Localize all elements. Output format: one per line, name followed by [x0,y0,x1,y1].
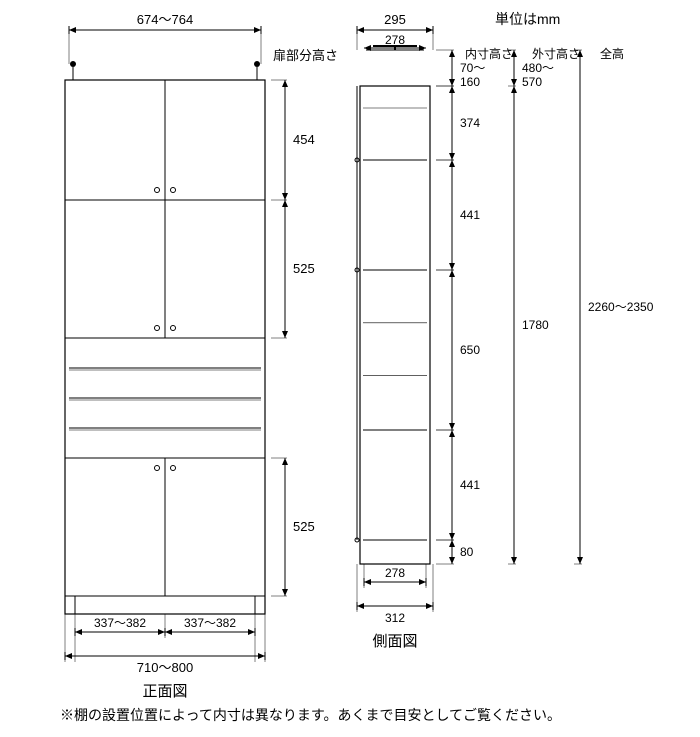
col-inner: 内寸高さ [465,46,513,61]
front-top-width: 674〜764 [137,12,193,27]
front-h2: 525 [293,261,315,276]
front-bottom-width: 710〜800 [137,660,193,675]
front-title: 正面図 [142,683,187,700]
inner-dim: 441 [460,478,480,492]
side-bottom-inner: 278 [385,566,405,580]
inner-dim: 441 [460,208,480,222]
side-title: 側面図 [372,633,417,650]
dimension-diagram: 674〜764 扉部分高さ 454 525 525 337〜382 337〜382 710〜8… [0,0,700,737]
side-bottom-outer: 312 [385,611,405,625]
inner-dim: 80 [460,545,474,559]
front-half-w-left: 337〜382 [94,616,146,630]
inner-dim: 374 [460,116,480,130]
outer-body: 1780 [522,318,549,332]
front-h1: 454 [293,132,315,147]
footnote: ※棚の設置位置によって内寸は異なります。あくまで目安としてご覧ください。 [60,707,561,723]
col-outer: 外寸高さ [532,46,580,61]
front-door-heights-label: 扉部分高さ [273,48,338,63]
side-top-width: 295 [384,12,406,27]
inner-dim: 70〜160 [460,61,485,89]
side-inner-top: 278 [385,33,405,47]
total-h: 2260〜2350 [588,300,654,314]
col-total: 全高 [600,46,624,61]
unit-label: 単位はmm [495,11,560,27]
outer-top: 480〜570 [522,61,554,89]
inner-dim: 650 [460,343,480,357]
front-half-w-right: 337〜382 [184,616,236,630]
front-h3: 525 [293,519,315,534]
